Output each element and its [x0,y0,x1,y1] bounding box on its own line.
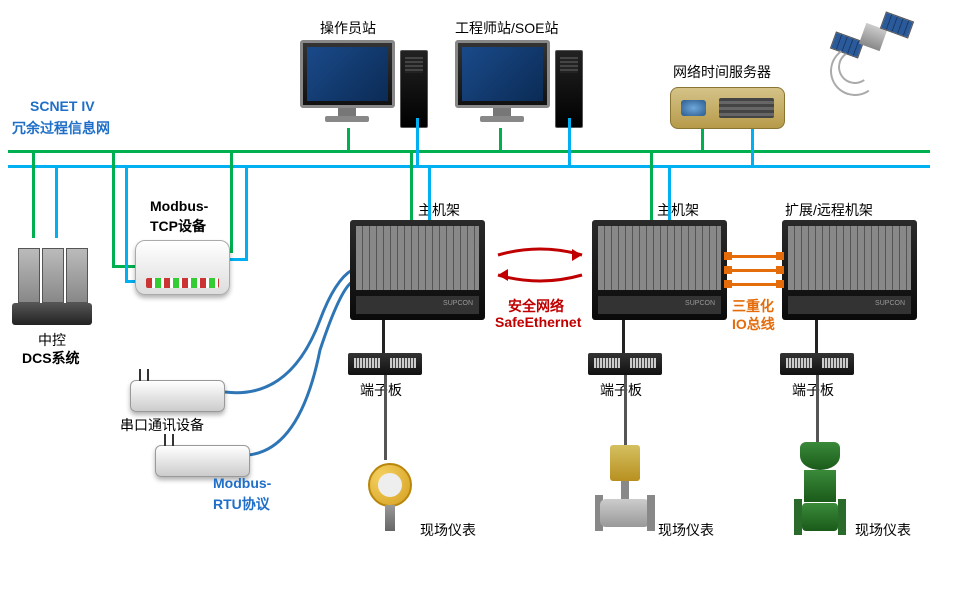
field-instrument-3-icon [790,442,850,537]
rack3-to-term [815,320,818,355]
modbus-drop-1 [230,152,233,250]
engineer-drop-1 [499,128,502,150]
safe-ethernet-label-1: 安全网络 [508,296,564,316]
modbus-tcp-label-1: Modbus- [150,198,208,214]
terminal-2-label: 端子板 [600,380,642,400]
operator-drop-1 [347,128,350,150]
timeserver-drop-1 [701,129,704,151]
terminal-1-label: 端子板 [360,380,402,400]
dcs-label-1: 中控 [38,330,66,350]
rack1-drop-2 [428,167,431,222]
triple-io-bus [728,255,780,295]
operator-station-icon [300,40,430,130]
rack1-drop-1 [410,152,413,222]
term1-to-inst [384,375,387,460]
operator-drop-2 [416,118,419,166]
serial-device-2-label-1: Modbus- [213,475,271,491]
ext-rack-label: 扩展/远程机架 [785,200,873,220]
term3-to-inst [816,375,819,447]
main-rack-1-label: 主机架 [418,200,460,220]
serial-device-1-icon [130,380,225,412]
engineer-station-icon [455,40,585,130]
rack2-drop-1 [650,152,653,222]
terminal-1-icon [348,353,422,375]
time-server-icon [670,87,785,129]
timeserver-drop-2 [751,129,754,167]
time-server-label: 网络时间服务器 [673,62,771,82]
scnet-label-line2: 冗余过程信息网 [12,118,110,138]
safe-ethernet-label-2: SafeEthernet [495,314,581,330]
modbus-tcp-device-icon [135,240,230,295]
engineer-station-label: 工程师站/SOE站 [455,18,558,38]
rack2-drop-2 [668,167,671,222]
main-rack-1-icon: SUPCON [350,220,485,320]
dcs-drop-2 [55,167,58,238]
dcs-label-2: DCS系统 [22,348,80,368]
main-rack-2-icon: SUPCON [592,220,727,320]
safe-ethernet-arrows [490,245,590,291]
scnet-label-line1: SCNET IV [30,98,95,114]
field-instrument-1-icon [360,455,420,535]
terminal-2-icon [588,353,662,375]
rack2-to-term [622,320,625,355]
serial-device-2-label-2: RTU协议 [213,494,270,514]
ext-rack-icon: SUPCON [782,220,917,320]
terminal-3-icon [780,353,854,375]
dcs-drop-1 [32,152,35,238]
engineer-drop-2 [568,118,571,166]
field-instrument-1-label: 现场仪表 [420,520,476,540]
dcs-system-icon [12,235,92,325]
satellite-icon [830,8,920,78]
main-rack-2-label: 主机架 [657,200,699,220]
serial-device-1-label: 串口通讯设备 [120,415,204,435]
field-instrument-2-label: 现场仪表 [658,520,714,540]
field-instrument-3-label: 现场仪表 [855,520,911,540]
network-topology-diagram: SCNET IV 冗余过程信息网 操作员站 工程师站/SOE站 网络时间服务器 [0,0,957,595]
bus-line-bottom [8,165,930,168]
rack1-to-term [382,320,385,355]
modbus-drop-2 [245,167,248,258]
operator-station-label: 操作员站 [320,18,376,38]
term2-to-inst [624,375,627,447]
modbus-redundant-drop-2 [125,167,128,280]
bus-line-top [8,150,930,153]
triple-io-label-2: IO总线 [732,314,775,334]
terminal-3-label: 端子板 [792,380,834,400]
modbus-tcp-label-2: TCP设备 [150,216,206,236]
modbus-redundant-drop-1 [112,152,115,265]
serial-device-2-icon [155,445,250,477]
field-instrument-2-icon [595,445,655,535]
triple-io-label-1: 三重化 [732,296,774,316]
